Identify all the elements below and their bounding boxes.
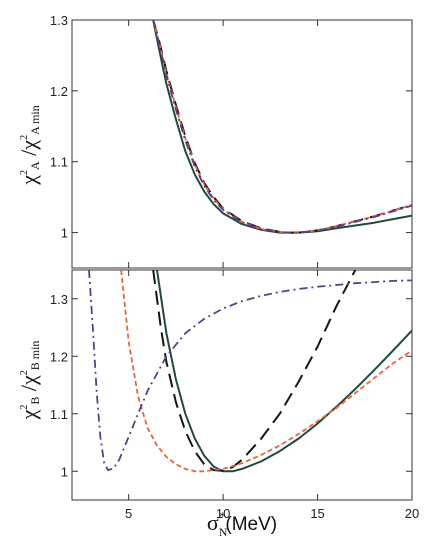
- y-tick-label: 1.1: [50, 407, 68, 422]
- y-tick-label: 1: [61, 226, 68, 241]
- x-tick-label: 20: [405, 506, 419, 521]
- bottom-y-axis-label: χ2B /χ2B min: [16, 341, 42, 421]
- series-line-long-dash: [152, 20, 412, 234]
- top-plot-frame: [71, 19, 413, 269]
- series-line-dash-dot: [88, 270, 412, 472]
- y-tick-label: 1: [61, 464, 68, 479]
- series-line-short-dash: [152, 20, 412, 234]
- top-x-ticks: [128, 20, 413, 268]
- panel-bottom: 1.3 1.2 1.1 1 5 10 15 20 χ2B /χ2B min σN*(MeV): [16, 269, 419, 539]
- bottom-x-ticks: 5 10 15 20: [125, 270, 419, 521]
- svg-text:χ2A /χ2A min: χ2A /χ2A min: [16, 105, 42, 186]
- bottom-series: [88, 270, 412, 473]
- panel-top: 1.3 1.2 1.1 1 χ2A /χ2A min: [16, 13, 413, 269]
- series-line-dash-dot: [152, 20, 412, 234]
- y-tick-label: 1.3: [50, 13, 68, 28]
- y-tick-label: 1.2: [50, 349, 68, 364]
- series-line-short-dash: [120, 270, 412, 473]
- x-tick-label: 10: [216, 506, 230, 521]
- series-line-long-dash: [152, 270, 357, 472]
- x-axis-label: σN*(MeV): [207, 509, 277, 539]
- svg-text:χ2B /χ2B min: χ2B /χ2B min: [16, 341, 42, 421]
- x-tick-label: 15: [310, 506, 324, 521]
- series-line-solid: [156, 270, 412, 473]
- x-tick-label: 5: [125, 506, 132, 521]
- bottom-plot-frame: [71, 269, 413, 501]
- top-y-axis-label: χ2A /χ2A min: [16, 105, 42, 186]
- bottom-y-ticks: 1.3 1.2 1.1 1: [50, 292, 412, 479]
- svg-text:σN*(MeV): σN*(MeV): [207, 509, 277, 539]
- series-line-solid: [152, 20, 412, 234]
- top-y-ticks: 1.3 1.2 1.1 1: [50, 13, 412, 241]
- y-tick-label: 1.3: [50, 292, 68, 307]
- top-series: [152, 20, 412, 234]
- y-tick-label: 1.2: [50, 84, 68, 99]
- y-tick-label: 1.1: [50, 155, 68, 170]
